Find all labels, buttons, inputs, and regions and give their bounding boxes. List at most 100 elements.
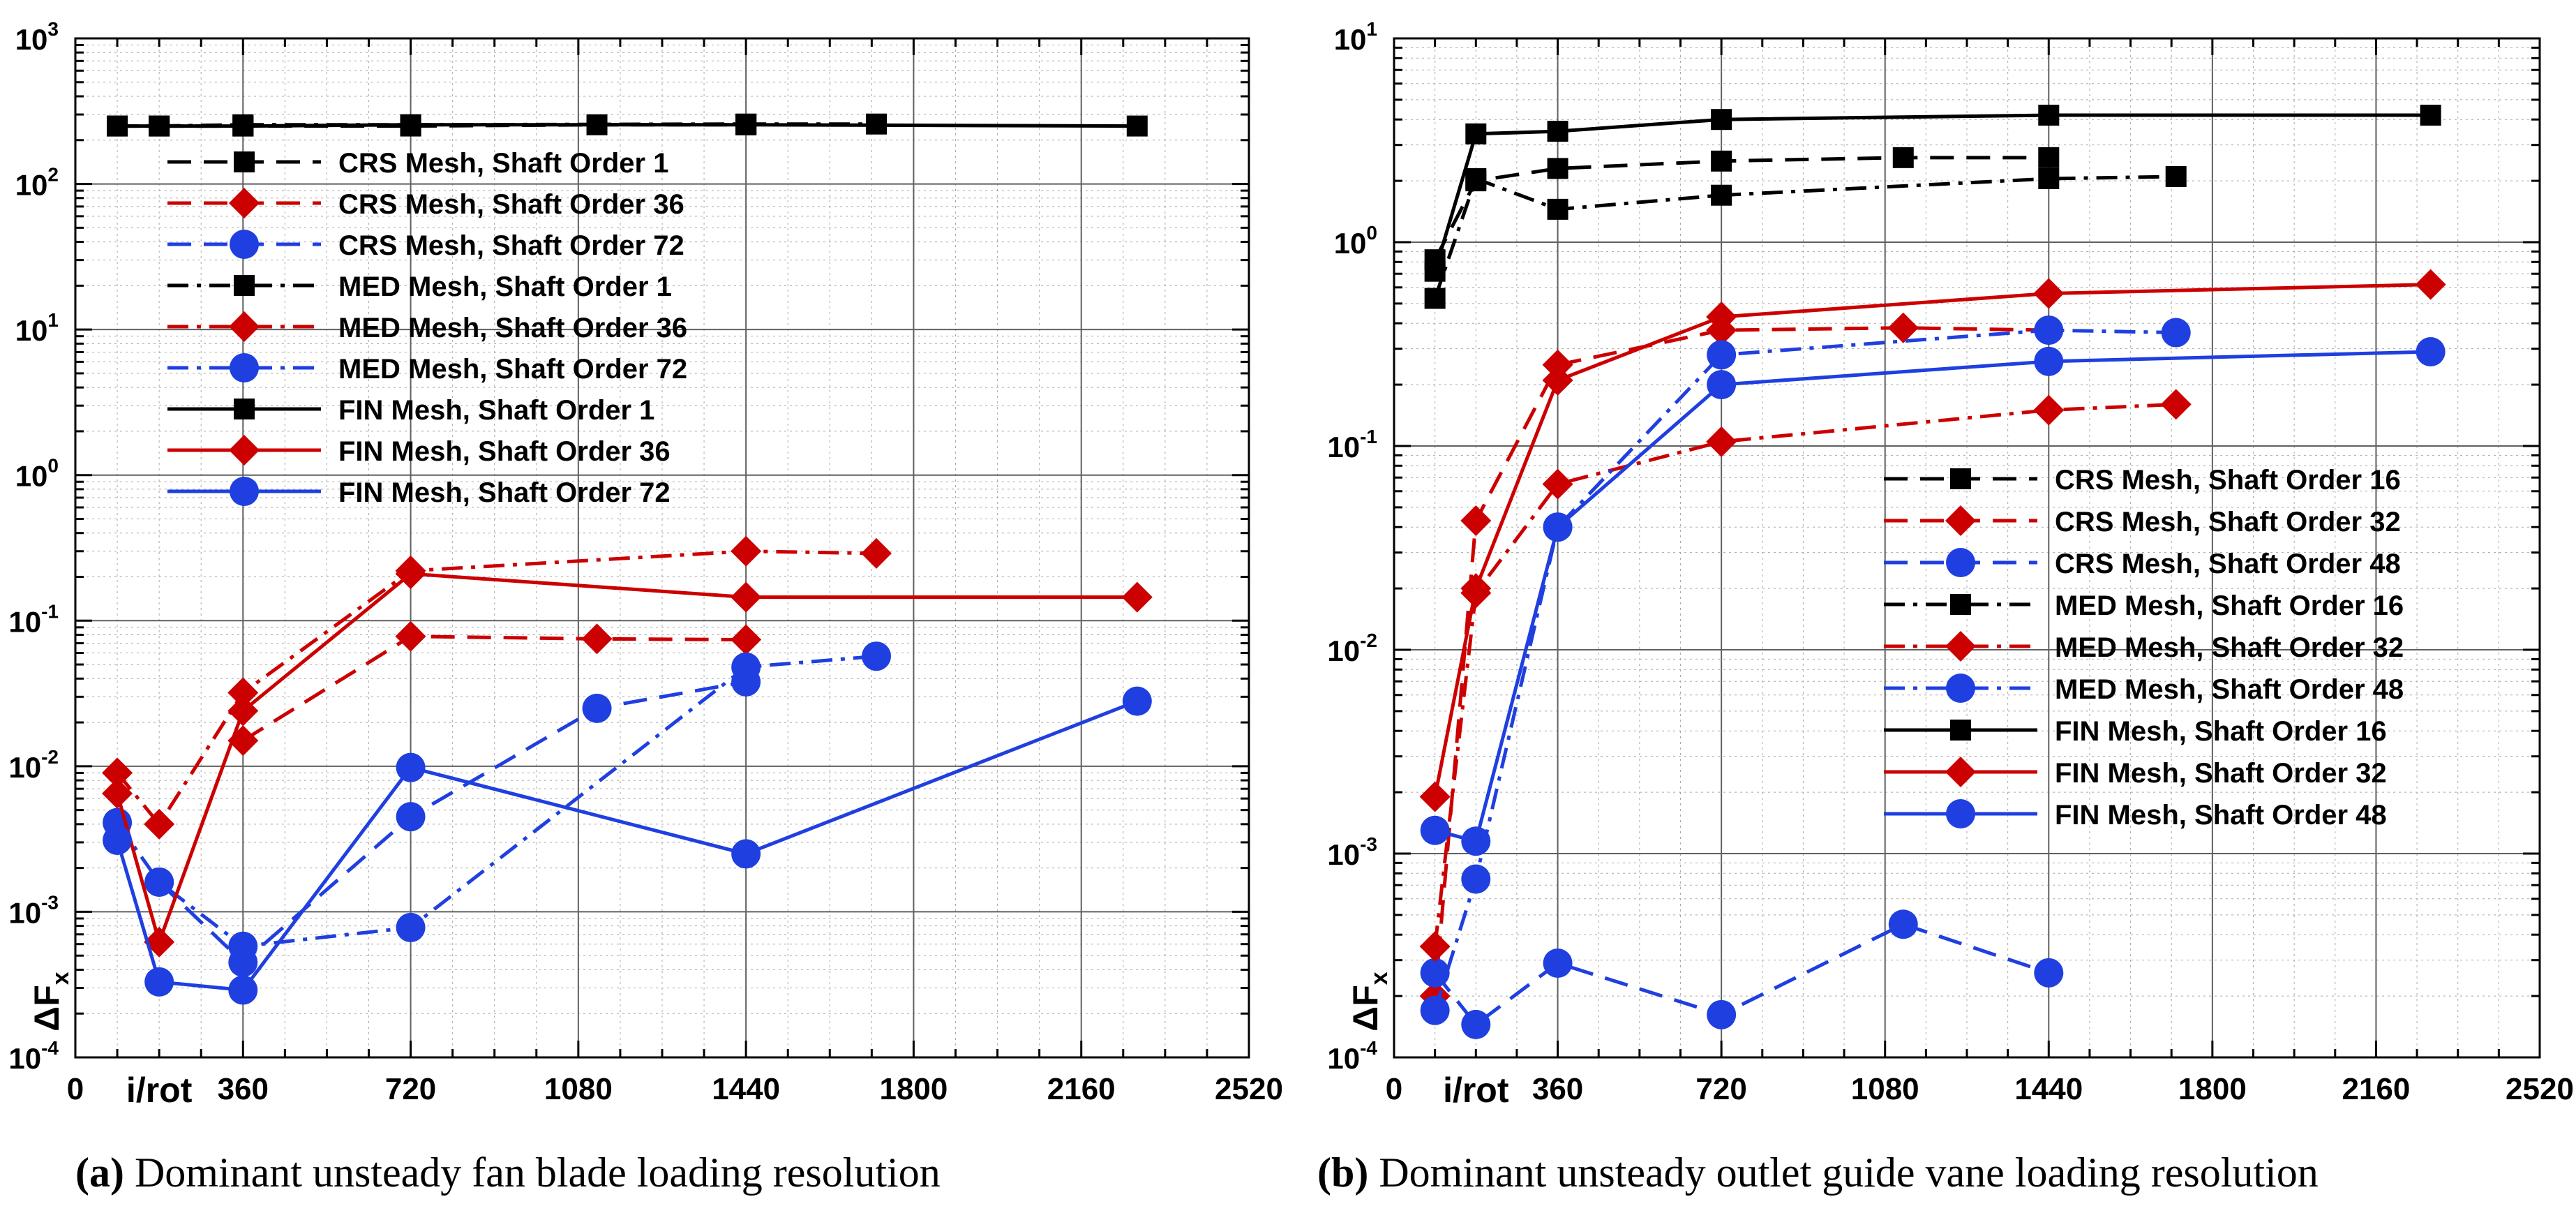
data-point-5 xyxy=(2415,269,2446,300)
data-point-0 xyxy=(103,825,133,855)
data-point-5 xyxy=(2161,318,2191,348)
legend-label: CRS Mesh, Shaft Order 36 xyxy=(338,189,684,220)
x-tick-label: 1080 xyxy=(1851,1072,1919,1106)
data-point-0 xyxy=(1419,781,1451,812)
legend-item: MED Mesh, Shaft Order 1 xyxy=(167,271,672,302)
y-tick-label: 10-1 xyxy=(8,600,59,638)
legend-item: FIN Mesh, Shaft Order 72 xyxy=(167,477,671,508)
data-point-1 xyxy=(1460,505,1492,537)
legend-item: MED Mesh, Shaft Order 32 xyxy=(1884,631,2404,663)
y-tick-base: 10 xyxy=(1327,431,1360,463)
x-tick-label: 2160 xyxy=(1047,1072,1116,1106)
data-point-3 xyxy=(582,693,612,723)
data-point-5 xyxy=(2034,958,2064,988)
chart-panel-a: 0 360 720 1080 1440 1800 2160 2520i/rot10-410-3… xyxy=(8,18,1283,1196)
x-tick-label: 1080 xyxy=(544,1072,613,1106)
data-point-3 xyxy=(1711,150,1732,172)
legend-label: FIN Mesh, Shaft Order 72 xyxy=(338,477,671,508)
series-line xyxy=(116,549,877,826)
figure-caption: (b) Dominant unsteady outlet guide vane … xyxy=(1317,1150,2319,1196)
data-point-3 xyxy=(1711,109,1732,131)
data-point-3 xyxy=(1706,302,1737,333)
y-tick-label: 10-3 xyxy=(1327,833,1377,871)
legend-item: FIN Mesh, Shaft Order 16 xyxy=(1884,716,2387,747)
data-point-1 xyxy=(144,808,175,840)
data-point-2 xyxy=(400,114,421,135)
y-tick-label: 100 xyxy=(1334,222,1377,260)
y-axis-label: ΔFx xyxy=(27,972,74,1031)
legend-item: CRS Mesh, Shaft Order 1 xyxy=(167,148,668,179)
y-tick-base: 10 xyxy=(8,751,41,784)
data-point-5 xyxy=(2420,105,2441,126)
caption-body: Dominant unsteady outlet guide vane load… xyxy=(1368,1150,2318,1196)
series-med-mesh-shaft-order-72 xyxy=(103,641,892,961)
data-point-1 xyxy=(1465,123,1487,144)
data-point-2 xyxy=(396,802,426,832)
y-tick-exponent: -2 xyxy=(41,746,59,768)
data-point-legend xyxy=(230,353,259,382)
data-point-4 xyxy=(1888,909,1918,939)
data-point-1 xyxy=(1461,826,1491,856)
series-line xyxy=(1433,402,2176,947)
data-point-3 xyxy=(1711,184,1732,206)
data-point-4 xyxy=(2034,346,2064,376)
data-point-2 xyxy=(1542,364,1573,396)
data-point-5 xyxy=(2038,147,2060,168)
y-tick-label: 101 xyxy=(15,309,59,347)
data-point-1 xyxy=(1461,864,1491,894)
data-point-4 xyxy=(731,535,762,567)
legend-item: FIN Mesh, Shaft Order 32 xyxy=(1884,757,2387,789)
data-point-0 xyxy=(1424,260,1446,282)
y-tick-exponent: 0 xyxy=(1366,222,1377,244)
minor-grid xyxy=(1394,38,2540,1057)
legend-label: CRS Mesh, Shaft Order 32 xyxy=(2055,507,2401,537)
legend-label: MED Mesh, Shaft Order 36 xyxy=(338,313,687,343)
data-point-legend xyxy=(1945,505,1976,536)
data-point-5 xyxy=(862,641,892,671)
series-med-mesh-shaft-order-16 xyxy=(1424,165,2187,309)
y-axis-label-subscript: x xyxy=(1366,972,1393,985)
series-line xyxy=(1433,113,2431,272)
y-axis-label: ΔFx xyxy=(1346,972,1393,1031)
x-axis-label: i/rot xyxy=(126,1071,193,1110)
legend-item: MED Mesh, Shaft Order 72 xyxy=(167,353,687,385)
data-point-5 xyxy=(1121,581,1153,613)
data-point-2 xyxy=(1547,198,1568,220)
data-point-legend xyxy=(1945,757,1976,787)
x-tick-label: 360 xyxy=(218,1072,269,1106)
y-axis-label-main: ΔF xyxy=(1346,985,1385,1031)
x-axis-label: i/rot xyxy=(1443,1071,1509,1110)
axis-ticks xyxy=(74,37,1250,1059)
y-axis-label-main: ΔF xyxy=(27,985,66,1031)
y-tick-base: 10 xyxy=(1327,634,1360,667)
axis-ticks xyxy=(1393,37,2541,1059)
y-tick-label: 10-4 xyxy=(8,1037,59,1075)
data-point-4 xyxy=(731,652,761,682)
data-point-4 xyxy=(2033,278,2065,309)
y-tick-exponent: -2 xyxy=(1360,630,1377,651)
data-point-4 xyxy=(731,839,761,869)
data-point-2 xyxy=(1542,468,1573,500)
legend-item: CRS Mesh, Shaft Order 72 xyxy=(167,230,684,261)
legend-item: CRS Mesh, Shaft Order 32 xyxy=(1884,505,2401,537)
legend-label: MED Mesh, Shaft Order 1 xyxy=(338,271,672,302)
legend-item: CRS Mesh, Shaft Order 48 xyxy=(1884,548,2401,579)
data-point-0 xyxy=(1420,958,1450,988)
y-tick-exponent: 2 xyxy=(47,164,59,186)
series-fin-mesh-shaft-order-1 xyxy=(107,114,1148,137)
legend-label: MED Mesh, Shaft Order 72 xyxy=(338,354,687,385)
legend-label: FIN Mesh, Shaft Order 32 xyxy=(2055,758,2387,789)
legend-label: MED Mesh, Shaft Order 48 xyxy=(2055,674,2404,705)
y-tick-exponent: -3 xyxy=(41,891,59,913)
legend-label: MED Mesh, Shaft Order 32 xyxy=(2055,632,2404,663)
data-point-1 xyxy=(395,620,426,652)
y-tick-exponent: -4 xyxy=(41,1037,59,1059)
y-tick-label: 10-3 xyxy=(8,891,59,929)
data-point-3 xyxy=(735,114,757,135)
plot-frame xyxy=(74,37,1250,1059)
legend-item: FIN Mesh, Shaft Order 36 xyxy=(167,435,671,467)
y-tick-base: 10 xyxy=(1327,1042,1360,1075)
y-tick-base: 10 xyxy=(15,314,48,347)
legend-item: MED Mesh, Shaft Order 48 xyxy=(1884,674,2404,705)
y-tick-base: 10 xyxy=(1334,23,1367,56)
